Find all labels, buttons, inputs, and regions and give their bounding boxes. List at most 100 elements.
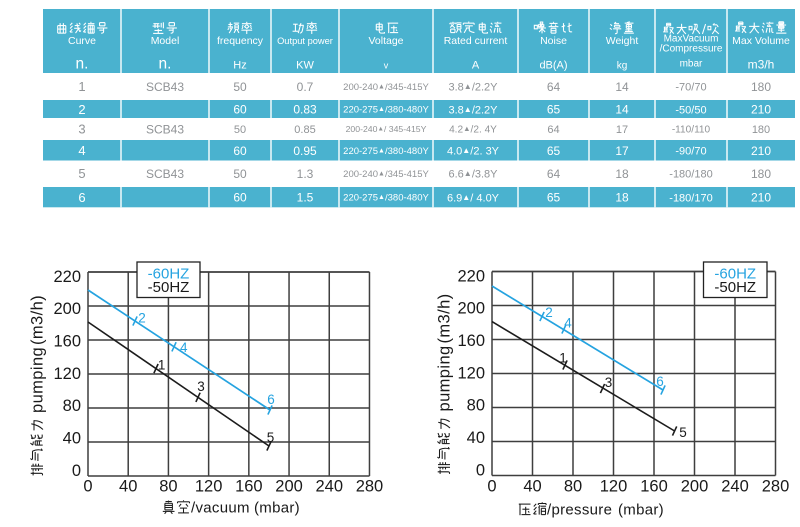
svg-text:80: 80 — [467, 397, 485, 415]
svg-text:SCB43: SCB43 — [146, 167, 184, 181]
svg-text:SCB43: SCB43 — [146, 122, 184, 136]
svg-text:60: 60 — [233, 103, 247, 117]
svg-text:220-275▲/380-480Y: 220-275▲/380-480Y — [343, 146, 429, 157]
svg-text:Weight: Weight — [606, 35, 639, 47]
svg-text:4: 4 — [564, 315, 572, 330]
svg-text:Noise: Noise — [540, 35, 567, 47]
svg-text:120: 120 — [195, 478, 223, 496]
svg-text:3: 3 — [197, 379, 205, 394]
svg-text:64: 64 — [547, 167, 561, 181]
svg-text:3.8▲/2.2Y: 3.8▲/2.2Y — [449, 104, 499, 116]
svg-text:65: 65 — [547, 103, 561, 117]
svg-text:180: 180 — [751, 80, 771, 94]
svg-text:4.2▲/2. 4Y: 4.2▲/2. 4Y — [449, 124, 497, 136]
svg-text:40: 40 — [119, 478, 137, 496]
svg-text:-110/110: -110/110 — [672, 125, 711, 136]
svg-text:1.3: 1.3 — [297, 167, 314, 181]
svg-text:40: 40 — [467, 429, 485, 447]
svg-text:180: 180 — [751, 167, 771, 181]
svg-text:3.8▲/2.2Y: 3.8▲/2.2Y — [449, 81, 499, 93]
svg-text:-180/180: -180/180 — [669, 168, 712, 180]
svg-text:200-240▲/345-415Y: 200-240▲/345-415Y — [343, 169, 429, 180]
svg-text:210: 210 — [751, 103, 771, 117]
svg-text:0: 0 — [487, 478, 496, 496]
svg-text:frequency: frequency — [217, 35, 264, 47]
svg-text:1: 1 — [158, 357, 166, 372]
svg-text:4.0▲/2. 3Y: 4.0▲/2. 3Y — [447, 145, 500, 157]
svg-text:18: 18 — [615, 167, 629, 181]
svg-text:-60HZ: -60HZ — [714, 265, 756, 282]
svg-text:KW: KW — [296, 60, 314, 72]
svg-text:Curve: Curve — [68, 35, 96, 47]
svg-text:4: 4 — [180, 340, 188, 355]
svg-text:180: 180 — [752, 124, 770, 136]
svg-text:14: 14 — [615, 80, 629, 94]
svg-text:(m3/h): (m3/h) — [436, 293, 454, 343]
svg-text:-60HZ: -60HZ — [148, 265, 190, 282]
svg-text:200: 200 — [457, 300, 485, 318]
svg-text:pumping: pumping — [436, 345, 454, 411]
svg-text:0: 0 — [72, 462, 81, 480]
svg-text:64: 64 — [547, 80, 561, 94]
svg-text:220-275▲/380-480Y: 220-275▲/380-480Y — [343, 105, 429, 116]
svg-text:-50/50: -50/50 — [675, 104, 706, 116]
svg-text:(mbar): (mbar) — [254, 500, 300, 517]
svg-text:v: v — [384, 61, 389, 71]
svg-text:-70/70: -70/70 — [675, 81, 706, 93]
svg-text:3: 3 — [605, 375, 613, 390]
svg-text:200: 200 — [681, 478, 709, 496]
svg-text:SCB43: SCB43 — [146, 80, 184, 94]
svg-text:120: 120 — [457, 364, 485, 382]
svg-text:200: 200 — [275, 478, 303, 496]
svg-text:3: 3 — [78, 122, 85, 137]
svg-text:2: 2 — [78, 102, 85, 117]
svg-text:80: 80 — [564, 478, 582, 496]
svg-text:/vacuum: /vacuum — [191, 500, 250, 517]
svg-text:kg: kg — [617, 61, 628, 72]
svg-text:4: 4 — [78, 143, 85, 158]
svg-text:6: 6 — [78, 190, 85, 205]
svg-text:240: 240 — [721, 478, 749, 496]
svg-text:Hz: Hz — [233, 60, 246, 72]
svg-text:0.95: 0.95 — [293, 144, 317, 158]
svg-text:80: 80 — [159, 478, 177, 496]
svg-text:80: 80 — [63, 397, 81, 415]
svg-text:/pressure: /pressure — [547, 502, 612, 519]
svg-text:60: 60 — [233, 144, 247, 158]
svg-text:6.9▲/ 4.0Y: 6.9▲/ 4.0Y — [447, 192, 500, 204]
svg-text:0: 0 — [83, 478, 92, 496]
svg-text:65: 65 — [547, 144, 561, 158]
svg-text:280: 280 — [356, 478, 384, 496]
svg-text:2: 2 — [138, 310, 146, 325]
svg-text:MaxVacuum: MaxVacuum — [664, 34, 719, 45]
svg-text:200: 200 — [53, 300, 81, 318]
svg-text:-180/170: -180/170 — [669, 192, 712, 204]
svg-text:14: 14 — [615, 103, 629, 117]
svg-text:(m3/h): (m3/h) — [29, 295, 47, 345]
svg-text:220-275▲/380-480Y: 220-275▲/380-480Y — [343, 193, 429, 204]
svg-text:120: 120 — [600, 478, 628, 496]
svg-text:200-240▲/ 345-415Y: 200-240▲/ 345-415Y — [346, 124, 427, 134]
svg-text:220: 220 — [53, 268, 81, 286]
svg-text:n.: n. — [159, 56, 172, 73]
svg-text:1.5: 1.5 — [297, 191, 314, 205]
svg-text:(mbar): (mbar) — [618, 502, 664, 519]
svg-text:280: 280 — [762, 478, 790, 496]
svg-text:Max Volume: Max Volume — [732, 35, 790, 47]
svg-text:50: 50 — [233, 167, 247, 181]
svg-text:/Compressure: /Compressure — [660, 44, 723, 55]
svg-text:0.85: 0.85 — [294, 124, 315, 136]
svg-text:5: 5 — [78, 166, 85, 181]
svg-text:0.7: 0.7 — [297, 80, 314, 94]
svg-text:6.6▲/3.8Y: 6.6▲/3.8Y — [449, 168, 499, 180]
svg-text:0.83: 0.83 — [293, 103, 317, 117]
svg-text:210: 210 — [751, 191, 771, 205]
svg-text:160: 160 — [53, 333, 81, 351]
svg-text:pumping: pumping — [29, 347, 47, 413]
svg-text:17: 17 — [616, 124, 628, 136]
svg-text:Output power: Output power — [277, 36, 333, 46]
svg-text:Voltage: Voltage — [368, 35, 403, 47]
svg-text:Rated current: Rated current — [444, 35, 508, 47]
svg-text:2: 2 — [545, 305, 553, 320]
svg-text:160: 160 — [640, 478, 668, 496]
